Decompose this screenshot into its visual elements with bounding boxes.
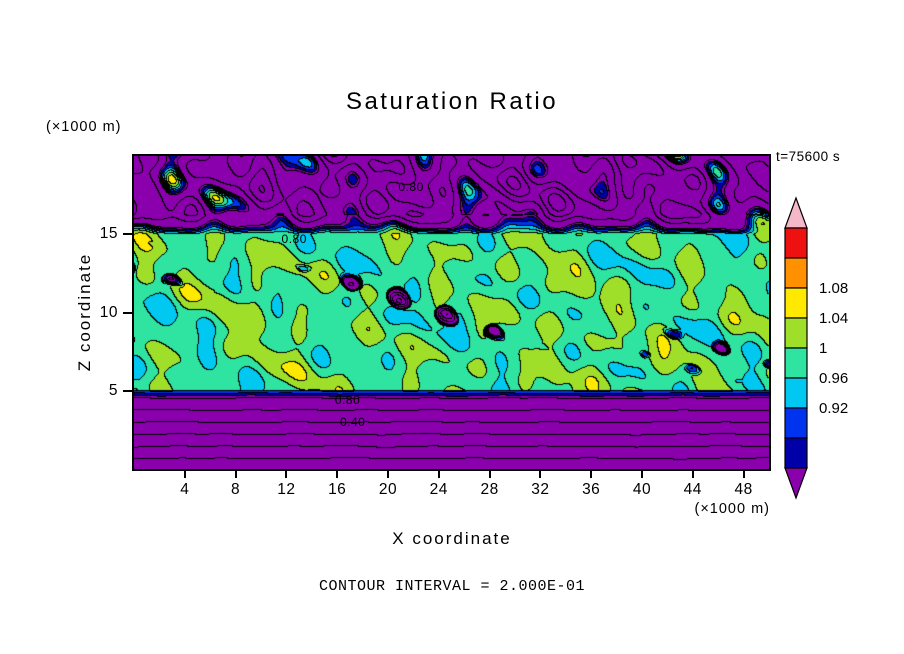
colorbar-segment [784,437,808,469]
colorbar-bottom-arrow [784,467,808,500]
contour-interval-label: CONTOUR INTERVAL = 2.000E-01 [318,578,586,595]
colorbar-tick-label: 0.96 [819,370,848,387]
colorbar-segment [784,257,808,289]
contour-line-label: 0.80 [281,231,307,246]
colorbar-segment [784,377,808,409]
time-annotation: t=75600 s [776,149,841,164]
colorbar-tick-label: 0.92 [819,400,848,417]
x-tick-label: 24 [429,481,448,498]
x-tick-mark [488,469,491,478]
x-tick-mark [590,469,593,478]
contour-line-label: 0.80 [334,393,361,408]
x-tick-label: 40 [632,481,652,498]
x-tick-label: 8 [231,481,241,498]
plot-title: Saturation Ratio [345,88,559,115]
colorbar-segment [784,287,808,319]
x-tick-label: 32 [531,481,550,498]
x-tick-label: 48 [734,481,753,498]
colorbar-tick-label: 1.08 [819,280,848,297]
z-axis-label: Z coordinate [75,252,94,372]
x-tick-mark [437,469,440,478]
x-axis-label: X coordinate [392,529,512,548]
colorbar-top-arrow [784,196,808,229]
colorbar-tick-label: 1.04 [819,310,848,327]
z-tick-label: 5 [108,381,118,399]
x-tick-mark [387,469,389,478]
x-tick-mark [641,469,643,478]
x-tick-mark [183,469,186,478]
contour-line-label: 0.40 [339,415,366,430]
contour-line-label: 0.80 [398,180,424,195]
x-tick-mark [234,469,237,478]
z-tick-mark [123,233,132,236]
x-tick-label: 36 [582,481,601,498]
colorbar-segment [784,227,808,259]
z-tick-label: 10 [99,303,118,321]
x-tick-label: 4 [180,481,190,498]
z-tick-label: 15 [99,225,118,243]
x-axis-unit: (×1000 m) [694,501,770,517]
contour-field-canvas [134,156,769,469]
x-tick-mark [336,469,339,478]
x-tick-label: 44 [683,481,702,498]
colorbar: 1.08 1.04 1 0.96 0.92 [781,196,863,507]
x-tick-mark [742,469,745,478]
colorbar-segment [784,407,808,439]
x-tick-mark [539,469,542,478]
plot-area: 4 8 12 16 20 24 28 32 36 40 44 48 5 10 15 0.80 0.80 0.80 0… [100,154,771,498]
x-tick-label: 16 [328,481,347,498]
colorbar-segment [784,317,808,349]
z-axis-unit: (×1000 m) [46,119,122,135]
x-tick-label: 28 [480,481,499,498]
x-tick-label: 12 [277,481,296,498]
colorbar-tick-label: 1 [819,340,827,357]
z-tick-mark [123,389,132,392]
x-tick-mark [691,469,694,478]
z-tick-mark [123,311,132,314]
colorbar-svg: 1.08 1.04 1 0.96 0.92 [784,196,848,500]
x-tick-label: 20 [378,481,398,498]
x-tick-mark [285,469,288,478]
colorbar-segment [784,347,808,379]
